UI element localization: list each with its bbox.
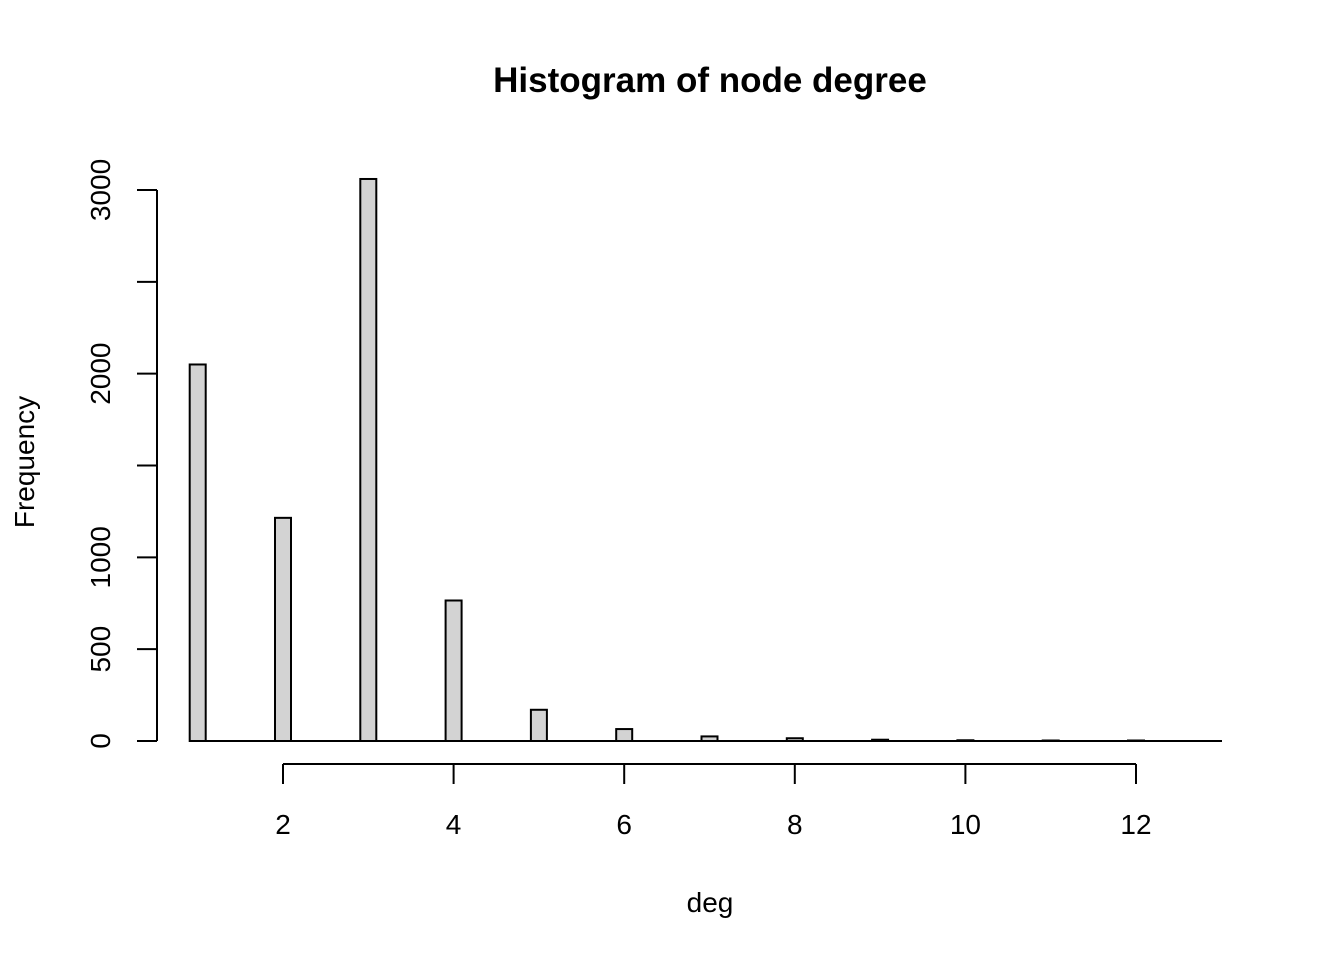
histogram-bar-8 xyxy=(785,737,804,742)
y-tick-label-500: 500 xyxy=(85,626,116,673)
histogram-bar-11 xyxy=(1041,739,1060,742)
histogram-bar-6 xyxy=(615,728,634,742)
histogram-bar-4 xyxy=(444,599,463,742)
histogram-bar-1 xyxy=(188,363,207,742)
bars-group xyxy=(188,177,1222,743)
x-tick-label-12: 12 xyxy=(1120,809,1151,840)
x-axis: 2 4 6 8 10 12 xyxy=(275,763,1152,840)
y-axis: 0 500 1000 2000 3000 xyxy=(85,159,158,749)
chart-title: Histogram of node degree xyxy=(493,61,927,100)
x-tick-label-8: 8 xyxy=(787,809,803,840)
histogram-bar-12 xyxy=(1127,739,1145,742)
histogram-bar-3 xyxy=(359,177,378,743)
y-axis-label: Frequency xyxy=(9,396,40,528)
x-tick-label-2: 2 xyxy=(275,809,291,840)
y-tick-label-3000: 3000 xyxy=(85,159,116,221)
histogram-bar-2 xyxy=(274,516,292,742)
x-tick-label-10: 10 xyxy=(950,809,981,840)
histogram-bar-9 xyxy=(871,738,890,743)
y-tick-label-1000: 1000 xyxy=(85,526,116,588)
x-tick-label-4: 4 xyxy=(446,809,462,840)
histogram-bar-10 xyxy=(956,739,975,742)
y-tick-label-0: 0 xyxy=(85,733,116,749)
y-tick-label-2000: 2000 xyxy=(85,343,116,405)
x-tick-label-6: 6 xyxy=(616,809,632,840)
histogram-bar-5 xyxy=(529,708,548,743)
x-axis-label: deg xyxy=(687,887,734,918)
histogram-bar-7 xyxy=(700,735,719,742)
